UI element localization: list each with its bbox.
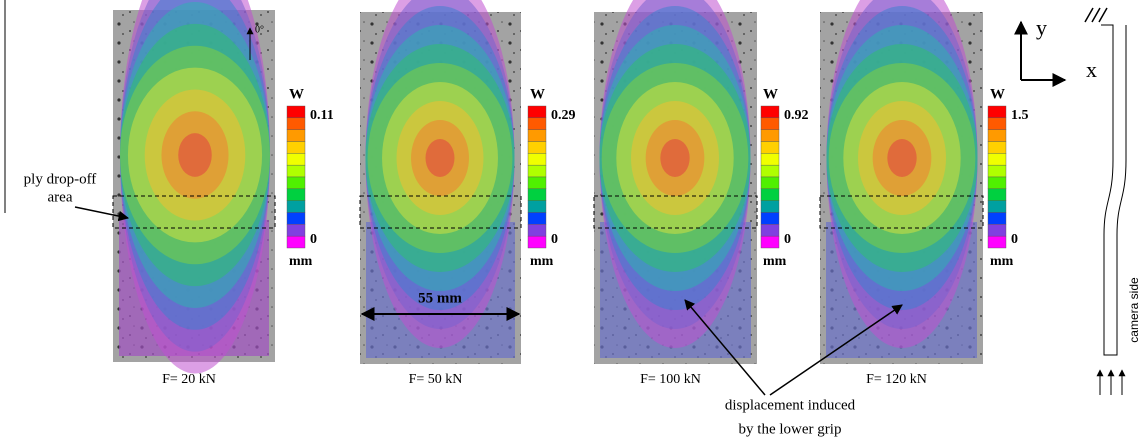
colorbar-step bbox=[527, 164, 547, 178]
colorbar-step bbox=[286, 164, 306, 178]
fiber-label: 0° bbox=[255, 24, 264, 35]
colorbar-step bbox=[987, 117, 1007, 130]
colorbar-step bbox=[286, 105, 306, 119]
grip-arrow bbox=[684, 299, 766, 396]
colorbar-step bbox=[987, 164, 1007, 178]
grip-arrow bbox=[769, 304, 903, 396]
width-label: 55 mm bbox=[418, 290, 462, 306]
colorbar-step bbox=[286, 235, 306, 249]
contour bbox=[660, 139, 690, 177]
colorbar-step bbox=[527, 141, 547, 154]
colorbar-step bbox=[286, 200, 306, 213]
dic-panel bbox=[112, 0, 276, 374]
colorbar-step bbox=[286, 224, 306, 237]
colorbar-min: 0 bbox=[1011, 232, 1018, 247]
contour bbox=[887, 139, 917, 177]
colorbar-symbol: W bbox=[763, 86, 778, 102]
dropoff-zone bbox=[112, 195, 276, 229]
colorbar-step bbox=[286, 176, 306, 190]
ply-drop-label: ply drop-off bbox=[24, 171, 97, 187]
colorbar-symbol: W bbox=[289, 86, 304, 102]
colorbar-max: 1.5 bbox=[1011, 108, 1029, 123]
colorbar-step bbox=[987, 224, 1007, 237]
colorbar-step bbox=[527, 188, 547, 201]
colorbar-step bbox=[527, 224, 547, 237]
contour bbox=[425, 139, 455, 177]
colorbar-symbol: W bbox=[530, 86, 545, 102]
contour bbox=[178, 133, 212, 177]
colorbar-step bbox=[527, 176, 547, 190]
colorbar-step bbox=[286, 117, 306, 130]
colorbar-symbol: W bbox=[990, 86, 1005, 102]
ply-drop-label: area bbox=[48, 189, 73, 205]
colorbar-step bbox=[286, 212, 306, 225]
colorbar-step bbox=[760, 153, 780, 166]
colorbar-step bbox=[527, 105, 547, 119]
x-axis-label: x bbox=[1086, 57, 1097, 82]
colorbar-step bbox=[987, 200, 1007, 213]
colorbar-min: 0 bbox=[310, 232, 317, 247]
grip-label: displacement induced bbox=[725, 397, 856, 413]
colorbar-step bbox=[987, 212, 1007, 225]
colorbar-step bbox=[527, 200, 547, 213]
colorbar-step bbox=[527, 129, 547, 142]
load-label: F= 100 kN bbox=[640, 372, 701, 387]
colorbar-step bbox=[760, 176, 780, 190]
load-label: F= 50 kN bbox=[409, 372, 463, 387]
dic-panel bbox=[593, 0, 758, 364]
colorbar-max: 0.92 bbox=[784, 108, 809, 123]
colorbar-step bbox=[527, 153, 547, 166]
hatch bbox=[1084, 7, 1108, 23]
colorbar-max: 0.29 bbox=[551, 108, 576, 123]
y-axis-label: y bbox=[1036, 15, 1047, 40]
colorbar-step bbox=[987, 188, 1007, 201]
specimen-side bbox=[1101, 24, 1127, 356]
colorbar-step bbox=[760, 212, 780, 225]
colorbar-step bbox=[987, 176, 1007, 190]
colorbar-step bbox=[987, 141, 1007, 154]
colorbar-step bbox=[760, 129, 780, 142]
colorbar-step bbox=[760, 200, 780, 213]
colorbar-unit: mm bbox=[763, 254, 787, 269]
colorbar-step bbox=[760, 117, 780, 130]
ply-drop-arrow bbox=[74, 206, 130, 222]
colorbar-step bbox=[760, 105, 780, 119]
dic-panel bbox=[359, 0, 522, 364]
colorbar-step bbox=[527, 117, 547, 130]
dropoff-zone bbox=[593, 195, 758, 229]
colorbar-step bbox=[987, 129, 1007, 142]
colorbar-step bbox=[987, 105, 1007, 119]
colorbar-step bbox=[286, 153, 306, 166]
camera-side-label: camera side bbox=[1127, 277, 1141, 343]
colorbar-step bbox=[286, 188, 306, 201]
colorbar-unit: mm bbox=[990, 254, 1014, 269]
colorbar-max: 0.11 bbox=[310, 108, 334, 123]
colorbar-step bbox=[760, 235, 780, 249]
colorbar-unit: mm bbox=[530, 254, 554, 269]
load-label: F= 20 kN bbox=[162, 372, 216, 387]
dropoff-zone bbox=[359, 195, 522, 229]
colorbar-min: 0 bbox=[551, 232, 558, 247]
dropoff-zone bbox=[819, 195, 984, 229]
dic-panel bbox=[819, 0, 984, 364]
colorbar-step bbox=[987, 235, 1007, 249]
grip-label: by the lower grip bbox=[739, 421, 842, 437]
colorbar-step bbox=[760, 141, 780, 154]
colorbar-step bbox=[760, 188, 780, 201]
colorbar-min: 0 bbox=[784, 232, 791, 247]
colorbar-step bbox=[527, 212, 547, 225]
colorbar-step bbox=[987, 153, 1007, 166]
colorbar-step bbox=[286, 129, 306, 142]
colorbar-step bbox=[760, 224, 780, 237]
colorbar-unit: mm bbox=[289, 254, 313, 269]
load-label: F= 120 kN bbox=[866, 372, 927, 387]
colorbar-step bbox=[760, 164, 780, 178]
colorbar-step bbox=[286, 141, 306, 154]
colorbar-step bbox=[527, 235, 547, 249]
